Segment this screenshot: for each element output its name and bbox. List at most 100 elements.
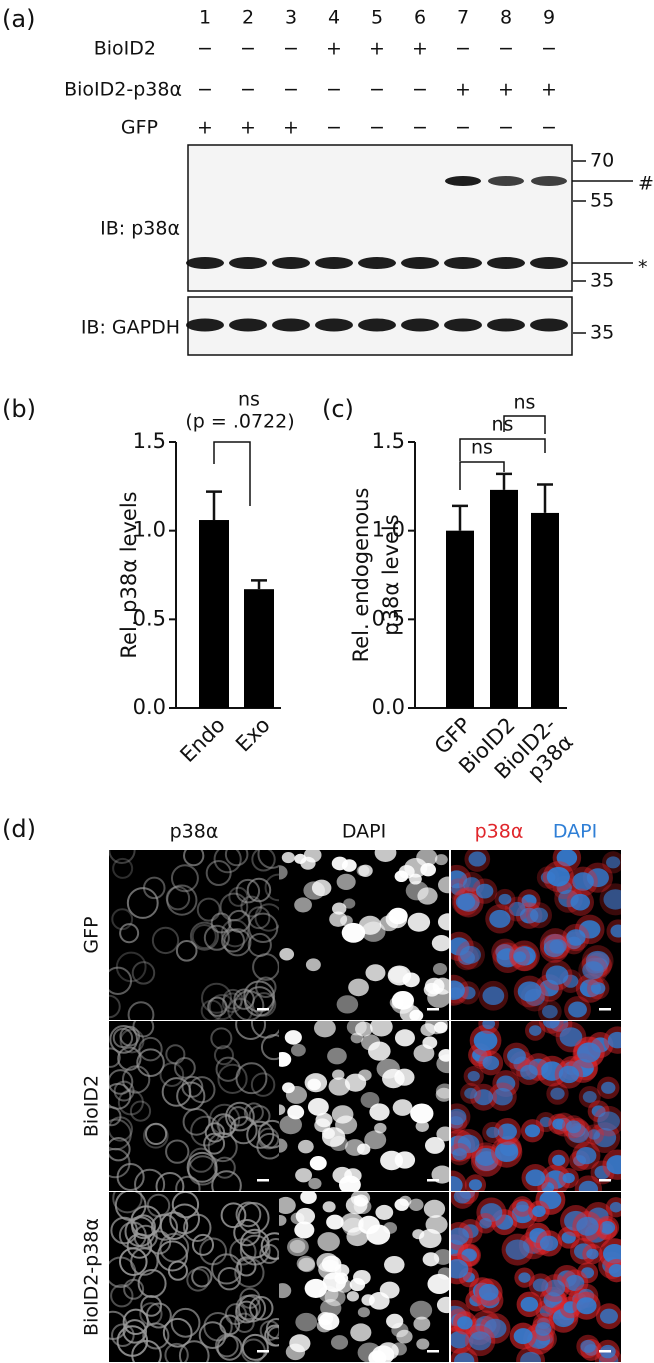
nucleus bbox=[388, 966, 409, 983]
nucleus bbox=[587, 1129, 601, 1140]
band bbox=[401, 318, 439, 332]
nucleus bbox=[327, 1047, 347, 1065]
nucleus bbox=[578, 1180, 599, 1191]
nucleus bbox=[434, 854, 448, 866]
cell bbox=[213, 850, 242, 874]
band bbox=[530, 318, 568, 332]
cell bbox=[219, 892, 249, 922]
scale-bar bbox=[427, 1008, 439, 1011]
cell bbox=[115, 951, 147, 983]
nucleus bbox=[435, 1087, 449, 1102]
micrograph bbox=[451, 1021, 621, 1191]
nucleus bbox=[483, 1318, 507, 1339]
y-tick-label: 1.0 bbox=[372, 518, 405, 542]
cell bbox=[257, 850, 279, 869]
nucleus bbox=[566, 929, 586, 946]
significance-bracket bbox=[459, 461, 505, 490]
cell bbox=[118, 1247, 148, 1276]
cell bbox=[237, 1202, 270, 1234]
cell bbox=[264, 873, 279, 902]
nucleus bbox=[418, 1228, 442, 1249]
nucleus bbox=[297, 1139, 314, 1154]
column-header: p38α bbox=[170, 821, 219, 843]
nucleus bbox=[422, 1252, 440, 1267]
band bbox=[315, 318, 353, 332]
sign: + bbox=[412, 38, 428, 60]
cell bbox=[260, 1033, 279, 1061]
annotation: ns bbox=[514, 392, 536, 414]
y-axis-label: Rel. endogenous bbox=[349, 488, 373, 663]
nucleus bbox=[399, 1004, 421, 1020]
row-label: GFP bbox=[81, 916, 103, 953]
nucleus bbox=[296, 1255, 315, 1272]
cell bbox=[186, 1268, 210, 1292]
nucleus bbox=[432, 962, 448, 975]
nucleus bbox=[494, 1142, 519, 1162]
nucleus bbox=[281, 851, 295, 864]
nucleus bbox=[468, 851, 487, 867]
cell bbox=[246, 877, 272, 903]
cell bbox=[198, 1321, 227, 1350]
nucleus bbox=[606, 1155, 621, 1175]
cell bbox=[191, 1233, 215, 1256]
nucleus bbox=[342, 1217, 364, 1236]
cell bbox=[112, 857, 134, 879]
nucleus bbox=[279, 865, 288, 880]
nucleus bbox=[368, 1292, 390, 1310]
nucleus bbox=[464, 1087, 478, 1099]
y-tick-label: 0.5 bbox=[372, 606, 405, 630]
nucleus bbox=[517, 981, 542, 1002]
cell bbox=[112, 1027, 134, 1049]
nucleus bbox=[396, 1329, 413, 1344]
nucleus bbox=[561, 1231, 576, 1244]
sign: + bbox=[498, 79, 514, 101]
nucleus bbox=[368, 1041, 391, 1061]
band bbox=[272, 318, 310, 332]
error-bar bbox=[496, 472, 512, 490]
nucleus bbox=[438, 1048, 449, 1062]
nucleus bbox=[409, 873, 422, 885]
nucleus bbox=[453, 1192, 471, 1204]
mw-marker: 35 bbox=[590, 322, 614, 344]
nucleus bbox=[480, 1203, 503, 1222]
nucleus bbox=[606, 856, 621, 869]
nucleus bbox=[331, 856, 348, 871]
panel-label: (d) bbox=[2, 815, 36, 843]
nucleus bbox=[576, 1147, 597, 1165]
nucleus bbox=[349, 1278, 366, 1292]
nucleus bbox=[358, 1069, 372, 1081]
lane-number: 5 bbox=[371, 7, 383, 29]
y-axis-label: Rel. p38α levels bbox=[117, 491, 141, 658]
x-tick-label: Exo bbox=[231, 713, 275, 757]
nucleus bbox=[572, 872, 594, 891]
column-header: DAPI bbox=[342, 821, 386, 843]
nucleus bbox=[568, 1001, 587, 1018]
nucleus bbox=[603, 889, 621, 910]
nucleus bbox=[607, 1031, 621, 1049]
nucleus bbox=[505, 1239, 530, 1260]
nucleus bbox=[552, 1154, 566, 1166]
cell bbox=[217, 1063, 248, 1094]
annotation: ns bbox=[492, 414, 514, 436]
nucleus bbox=[307, 1098, 329, 1116]
nucleus bbox=[457, 1134, 480, 1154]
sign: − bbox=[240, 79, 256, 101]
mw-marker: 35 bbox=[590, 270, 614, 292]
nucleus bbox=[437, 913, 449, 931]
cell bbox=[159, 1062, 185, 1087]
micrograph bbox=[451, 1192, 621, 1362]
nucleus bbox=[566, 1120, 582, 1134]
nucleus bbox=[287, 1237, 309, 1257]
nucleus bbox=[336, 873, 356, 890]
nucleus bbox=[436, 1296, 449, 1314]
cell bbox=[178, 1340, 210, 1362]
nucleus bbox=[582, 961, 604, 980]
cell bbox=[155, 1172, 185, 1191]
annotation: (p = .0722) bbox=[185, 411, 294, 433]
nucleus bbox=[416, 850, 438, 867]
scale-bar bbox=[257, 1350, 269, 1353]
nucleus bbox=[565, 1274, 585, 1292]
micrograph bbox=[109, 1192, 279, 1362]
cell bbox=[111, 908, 134, 931]
cell bbox=[136, 1048, 165, 1078]
